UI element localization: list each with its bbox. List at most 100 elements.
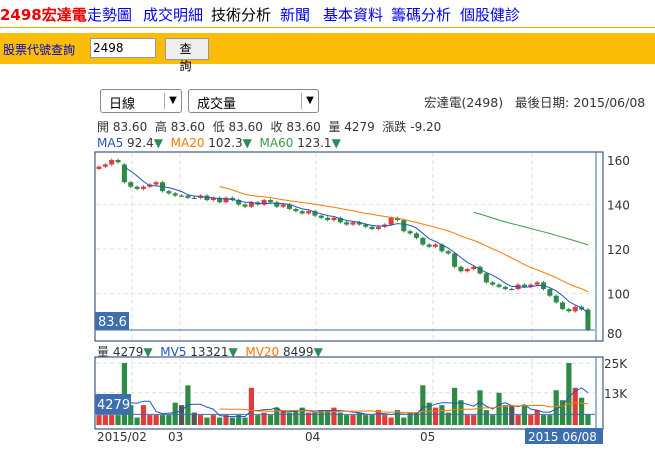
vol-value: 4279: [112, 345, 144, 359]
volume-bar: [483, 410, 489, 425]
volume-bar: [166, 415, 172, 425]
candle-body: [471, 266, 477, 270]
volume-bar: [515, 415, 521, 425]
nav-trades[interactable]: 成交明細: [143, 6, 204, 24]
candle-body: [483, 273, 489, 283]
candle-body: [560, 302, 566, 310]
candle-body: [96, 166, 102, 169]
volume-bar: [407, 412, 413, 425]
candle-body: [153, 182, 159, 185]
candle-body: [553, 295, 559, 303]
candle-body: [458, 266, 464, 272]
candle-body: [280, 204, 286, 207]
ma5-label: MA5: [97, 136, 124, 150]
indicator-select[interactable]: 成交量 ▼: [188, 89, 319, 113]
candle-body: [204, 195, 210, 201]
volume-bar: [439, 405, 445, 425]
nav-fundamentals[interactable]: 基本資料: [323, 6, 384, 24]
volume-bar: [293, 410, 299, 425]
candle-body: [375, 226, 381, 229]
candle-body: [566, 309, 572, 312]
nav-diagnosis[interactable]: 個股健診: [460, 6, 521, 24]
candle-body: [445, 251, 451, 254]
candle-body: [248, 202, 254, 207]
stock-brand: 2498宏達電: [0, 6, 87, 24]
volume-cursor-badge: [95, 394, 131, 414]
candle-body: [223, 197, 229, 203]
volume-bar: [204, 417, 210, 425]
candle-body: [394, 217, 400, 221]
candle-body: [255, 202, 261, 205]
volume-bar: [585, 414, 591, 425]
volume-bar: [572, 387, 578, 425]
volume-bar: [261, 412, 267, 425]
volume-bar: [255, 415, 261, 425]
volume-bar: [128, 405, 134, 425]
candle-body: [515, 284, 521, 290]
volume-bar: [382, 415, 388, 425]
candle-body: [121, 164, 127, 183]
candle-body: [140, 186, 146, 189]
price-cursor-badge: [95, 312, 129, 330]
volume-bar: [172, 402, 178, 425]
candle-body: [242, 204, 248, 207]
candle-body: [439, 244, 445, 252]
nav-technical[interactable]: 技術分析: [211, 6, 272, 24]
candle-body: [267, 200, 273, 203]
candle-body: [452, 253, 458, 267]
candle-body: [160, 182, 165, 192]
query-label: 股票代號查詢: [3, 43, 76, 57]
candle-body: [521, 284, 527, 287]
close-label: 收: [270, 120, 283, 134]
period-value: 日線: [109, 97, 136, 112]
candle-body: [128, 182, 134, 187]
volume-bar: [223, 415, 229, 425]
down-arrow-icon: ▼: [228, 345, 238, 359]
volume-bar: [566, 363, 572, 425]
mv5-label: MV5: [160, 345, 187, 359]
query-button[interactable]: 查 詢: [165, 38, 209, 73]
last-date: 2015/06/08: [573, 95, 646, 110]
ma60-value: 123.1: [297, 136, 332, 150]
volume-bar: [363, 415, 369, 425]
top-nav: 2498宏達電 走勢圖 成交明細 技術分析 新聞 基本資料 籌碼分析 個股健診: [0, 0, 655, 28]
candle-body: [299, 211, 305, 214]
volume-bar: [96, 415, 102, 425]
candle-body: [534, 282, 540, 285]
candle-body: [572, 306, 578, 312]
nav-news[interactable]: 新聞: [280, 6, 311, 24]
volume-bar: [579, 397, 585, 425]
x-axis-label: 05: [420, 430, 435, 444]
period-select[interactable]: 日線 ▼: [100, 89, 182, 113]
nav-trend[interactable]: 走勢圖: [87, 6, 133, 24]
volume-bar: [547, 415, 553, 425]
volume-bar: [356, 412, 362, 425]
volume-bar: [299, 407, 305, 425]
volume-bar: [312, 412, 318, 425]
stock-code-input[interactable]: [90, 38, 156, 58]
candle-body: [185, 195, 191, 198]
volume-bar: [528, 415, 534, 425]
close-value: 83.60: [286, 120, 321, 134]
chg-value: -9.20: [410, 120, 442, 134]
volume-bar: [325, 410, 331, 425]
candle-body: [388, 217, 394, 225]
price-cursor-label: 83.6: [98, 315, 127, 330]
candle-body: [210, 197, 216, 201]
volume-bar: [248, 387, 254, 425]
candle-body: [102, 164, 108, 167]
volume-bar: [191, 412, 197, 425]
volume-bar: [534, 410, 540, 425]
volume-bar: [375, 410, 381, 425]
volume-bar: [337, 412, 343, 425]
candle-body: [433, 244, 439, 247]
volume-bar: [477, 390, 483, 425]
candle-body: [274, 202, 280, 207]
nav-chips[interactable]: 籌碼分析: [391, 6, 452, 24]
candle-body: [287, 204, 292, 209]
chg-label: 漲跌: [382, 120, 407, 134]
volume-info-line: 量 4279▼ MV5 13321▼ MV20 8499▼: [97, 343, 323, 360]
candle-body: [401, 220, 407, 232]
volume-bar: [147, 415, 153, 425]
